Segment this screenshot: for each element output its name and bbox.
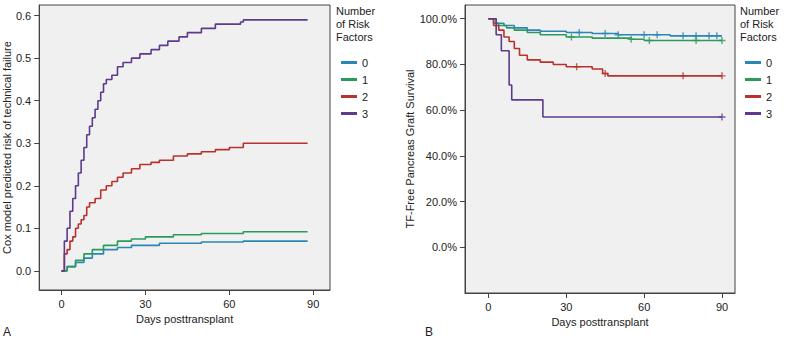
svg-text:of Risk: of Risk (740, 18, 777, 30)
svg-text:A: A (3, 325, 11, 339)
svg-text:of Risk: of Risk (336, 18, 373, 30)
svg-text:Number: Number (740, 5, 782, 17)
svg-text:1: 1 (362, 74, 368, 86)
svg-text:0.3: 0.3 (16, 137, 31, 149)
svg-text:0.2: 0.2 (16, 180, 31, 192)
svg-text:TF-Free Pancreas Graft Surviva: TF-Free Pancreas Graft Survival (404, 70, 416, 229)
svg-text:0: 0 (58, 298, 64, 310)
svg-text:30: 30 (560, 301, 572, 313)
svg-text:90: 90 (716, 301, 728, 313)
svg-text:1: 1 (766, 74, 772, 86)
svg-text:0.4: 0.4 (16, 95, 31, 107)
svg-text:Number: Number (336, 5, 378, 17)
svg-text:Days posttransplant: Days posttransplant (136, 313, 233, 325)
svg-text:B: B (425, 325, 433, 339)
svg-text:100.0%: 100.0% (420, 13, 458, 25)
svg-text:2: 2 (766, 91, 772, 103)
svg-text:60: 60 (223, 298, 235, 310)
svg-text:80.0%: 80.0% (426, 58, 457, 70)
svg-text:0: 0 (485, 301, 491, 313)
svg-text:30: 30 (139, 298, 151, 310)
svg-text:0: 0 (766, 57, 772, 69)
svg-text:40.0%: 40.0% (426, 150, 457, 162)
svg-text:0: 0 (362, 57, 368, 69)
svg-text:60.0%: 60.0% (426, 104, 457, 116)
svg-text:0.1: 0.1 (16, 222, 31, 234)
svg-text:3: 3 (362, 108, 368, 120)
svg-text:0.5: 0.5 (16, 52, 31, 64)
svg-text:2: 2 (362, 91, 368, 103)
svg-text:20.0%: 20.0% (426, 196, 457, 208)
svg-text:3: 3 (766, 108, 772, 120)
svg-text:Days posttransplant: Days posttransplant (551, 316, 648, 328)
svg-text:90: 90 (307, 298, 319, 310)
svg-text:0.0: 0.0 (16, 265, 31, 277)
svg-text:Factors: Factors (336, 31, 373, 43)
svg-text:0.0%: 0.0% (432, 241, 457, 253)
svg-text:0.6: 0.6 (16, 10, 31, 22)
svg-text:Factors: Factors (740, 31, 777, 43)
svg-text:Cox model predicted risk of te: Cox model predicted risk of technical fa… (1, 41, 13, 254)
svg-text:60: 60 (638, 301, 650, 313)
